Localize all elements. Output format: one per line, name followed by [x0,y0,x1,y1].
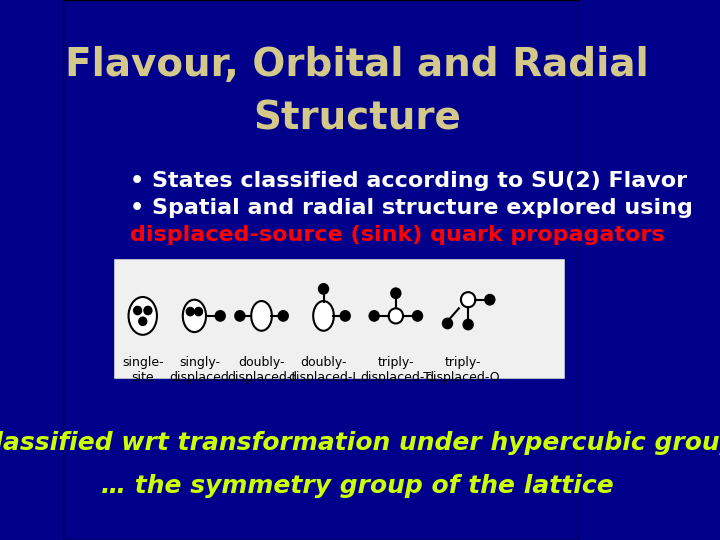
Circle shape [186,308,194,315]
Circle shape [485,295,495,305]
Text: triply-
displaced-T: triply- displaced-T [360,356,431,384]
Ellipse shape [389,308,403,323]
Text: doubly-
displaced-L: doubly- displaced-L [288,356,359,384]
Ellipse shape [461,292,475,307]
Ellipse shape [251,301,272,330]
Text: Classified wrt transformation under hypercubic group: Classified wrt transformation under hype… [0,431,720,455]
Circle shape [443,319,452,328]
Text: Structure: Structure [253,100,461,138]
Text: … the symmetry group of the lattice: … the symmetry group of the lattice [101,474,613,498]
FancyBboxPatch shape [114,259,564,378]
Text: triply-
displaced-O: triply- displaced-O [426,356,500,384]
Circle shape [195,308,202,315]
Circle shape [134,307,141,314]
Circle shape [464,320,473,329]
Text: displaced-source (sink) quark propagators: displaced-source (sink) quark propagator… [130,225,665,245]
Text: • Spatial and radial structure explored using: • Spatial and radial structure explored … [130,198,693,218]
Circle shape [319,284,328,294]
Ellipse shape [183,300,206,332]
Text: doubly-
displaced-I: doubly- displaced-I [228,356,295,384]
Circle shape [139,318,146,325]
Circle shape [279,311,288,321]
Ellipse shape [129,297,157,335]
Ellipse shape [313,301,334,330]
Circle shape [391,288,400,298]
Text: Flavour, Orbital and Radial: Flavour, Orbital and Radial [66,46,649,84]
Text: • States classified according to SU(2) Flavor: • States classified according to SU(2) F… [130,171,687,191]
Circle shape [215,311,225,321]
Circle shape [413,311,422,321]
FancyBboxPatch shape [63,0,579,540]
Circle shape [144,307,151,314]
Circle shape [235,311,245,321]
Circle shape [369,311,379,321]
Text: single-
site: single- site [122,356,163,384]
Circle shape [341,311,350,321]
Text: singly-
displaced: singly- displaced [170,356,230,384]
